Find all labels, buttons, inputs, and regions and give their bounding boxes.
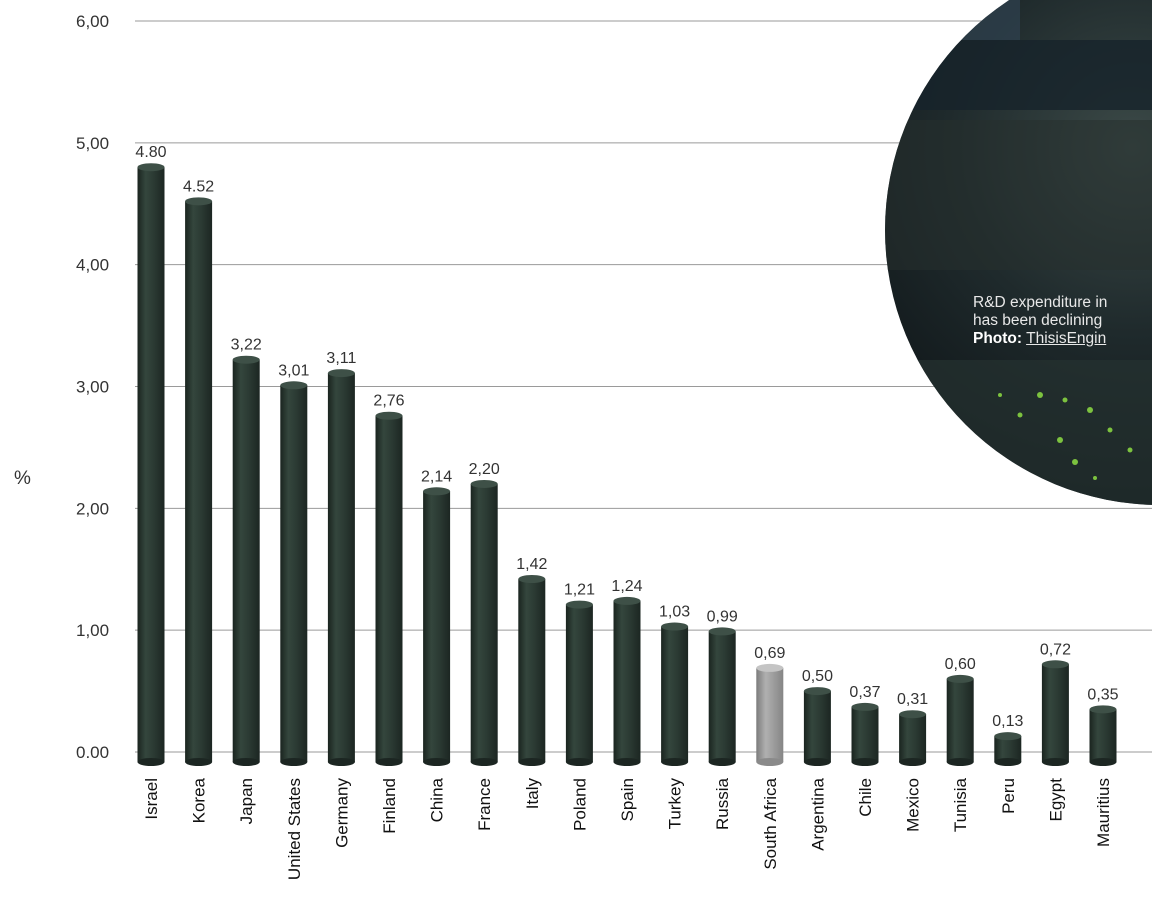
value-label: 0,13 <box>992 713 1023 730</box>
bar <box>708 627 736 766</box>
caption-line-2: has been declining <box>973 312 1103 329</box>
category-label: Turkey <box>666 778 685 830</box>
category-label: Korea <box>190 777 209 823</box>
photo-credit-label: Photo: <box>973 330 1023 347</box>
bar <box>232 355 260 766</box>
category-label: South Africa <box>761 777 780 869</box>
category-label: Tunisia <box>951 777 970 832</box>
y-tick-label: 4,00 <box>76 256 109 275</box>
bar <box>613 596 641 766</box>
value-label: 2,76 <box>373 393 404 410</box>
value-label: 3,22 <box>231 337 262 354</box>
bar <box>327 369 355 766</box>
bar <box>280 381 308 766</box>
bar <box>756 663 784 766</box>
value-label: 2,20 <box>469 461 500 478</box>
bar <box>137 163 165 766</box>
y-tick-label: 2,00 <box>76 499 109 518</box>
bar <box>994 732 1022 766</box>
category-label: Peru <box>999 778 1018 814</box>
category-label: China <box>428 777 447 822</box>
bar <box>423 487 451 766</box>
category-label: Spain <box>618 778 637 821</box>
bar <box>1089 705 1117 766</box>
category-label: United States <box>285 778 304 880</box>
value-label: 0,99 <box>707 608 738 625</box>
value-label: 0,60 <box>945 656 976 673</box>
bar <box>851 702 879 766</box>
y-tick-label: 6,00 <box>76 12 109 31</box>
value-label: 1,24 <box>611 578 642 595</box>
photo-circle <box>885 0 1152 505</box>
value-label: 0,31 <box>897 691 928 708</box>
bar <box>565 600 593 766</box>
y-axis-ticks: 0.00 1,00 2,00 3,00 4,00 5,00 6,00 <box>76 12 109 762</box>
y-axis-unit-label: % <box>14 468 31 489</box>
value-label: 0,37 <box>849 684 880 701</box>
category-label: Russia <box>713 777 732 830</box>
photo-caption: R&D expenditure in has been declining Ph… <box>973 294 1152 348</box>
category-label: France <box>475 778 494 831</box>
bar <box>1041 660 1069 766</box>
bar <box>375 411 403 766</box>
y-tick-label: 3,00 <box>76 378 109 397</box>
bar <box>899 710 927 766</box>
category-label: Israel <box>142 778 161 820</box>
bar <box>803 687 831 766</box>
category-label: Italy <box>523 778 542 810</box>
value-label: 0,69 <box>754 645 785 662</box>
value-label: 0,35 <box>1087 686 1118 703</box>
value-label: 1,03 <box>659 604 690 621</box>
y-tick-label: 5,00 <box>76 134 109 153</box>
bar <box>185 197 213 766</box>
value-label: 1,42 <box>516 556 547 573</box>
category-label: Mauritius <box>1094 778 1113 847</box>
y-tick-label: 1,00 <box>76 621 109 640</box>
value-label: 4.80 <box>135 144 166 161</box>
category-label: Poland <box>570 778 589 831</box>
value-label: 1,21 <box>564 582 595 599</box>
caption-line-1: R&D expenditure in <box>973 294 1108 311</box>
category-label: Germany <box>332 778 351 848</box>
value-labels: 4.80 4.52 3,22 3,01 3,11 2,76 2,14 2,20 1,42 1,21… <box>135 144 1118 730</box>
bar <box>946 674 974 766</box>
value-label: 0,50 <box>802 668 833 685</box>
category-label: Finland <box>380 778 399 834</box>
value-label: 3,01 <box>278 362 309 379</box>
category-label: Egypt <box>1046 778 1065 822</box>
category-label: Chile <box>856 778 875 817</box>
photo-credit-link[interactable]: ThisisEngin <box>1026 330 1107 347</box>
category-label: Japan <box>237 778 256 824</box>
value-label: 4.52 <box>183 178 214 195</box>
y-tick-label: 0.00 <box>76 743 109 762</box>
bar <box>661 622 689 766</box>
bar <box>470 479 498 766</box>
category-label: Mexico <box>904 778 923 832</box>
value-label: 3,11 <box>326 350 356 367</box>
bar <box>518 574 546 766</box>
value-label: 2,14 <box>421 468 452 485</box>
category-labels: Israel Korea Japan United States Germany Finl… <box>142 777 1113 880</box>
value-label: 0,72 <box>1040 641 1071 658</box>
category-label: Argentina <box>808 777 827 850</box>
caption-credit-line: Photo: ThisisEngin <box>973 330 1152 348</box>
bars <box>137 163 1117 766</box>
